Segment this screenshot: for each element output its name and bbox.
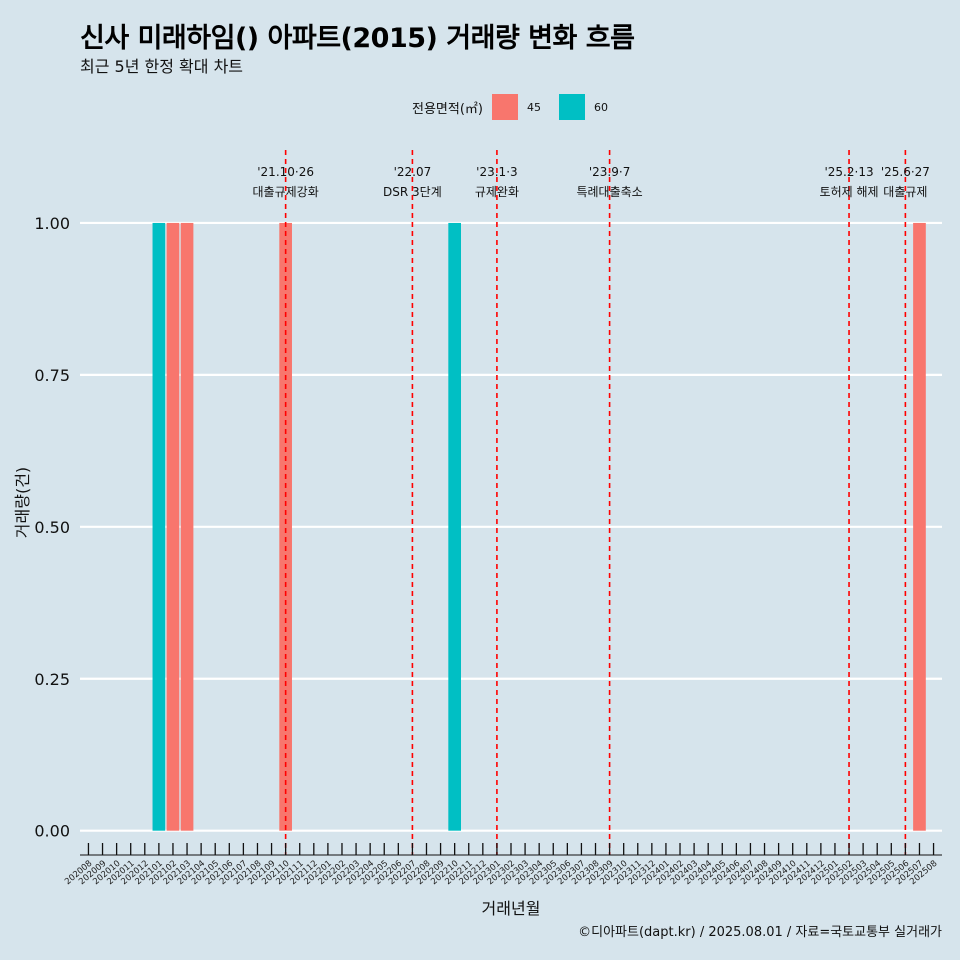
event-label-text: 토허제 해제 xyxy=(820,185,879,199)
event-label-text: 규제완화 xyxy=(475,185,519,199)
legend-title: 전용면적(㎡) xyxy=(412,101,483,117)
source-caption: ©디아파트(dapt.kr) / 2025.08.01 / 자료=국토교통부 실… xyxy=(578,925,942,940)
y-axis-title: 거래량(건) xyxy=(13,467,32,538)
chart-subtitle: 최근 5년 한정 확대 차트 xyxy=(80,57,244,76)
legend-swatch-45 xyxy=(491,94,518,120)
y-tick-label: 1.00 xyxy=(34,214,70,233)
y-tick-label: 0.50 xyxy=(34,518,70,537)
legend-label-45: 45 xyxy=(526,100,541,114)
legend-swatch-60 xyxy=(558,94,585,120)
bar xyxy=(180,222,194,831)
chart-title: 신사 미래하임() 아파트(2015) 거래량 변화 흐름 xyxy=(80,23,635,54)
legend: 전용면적(㎡) 45 60 xyxy=(412,93,626,121)
y-tick-label: 0.25 xyxy=(34,670,70,689)
event-label-text: 대출규제 xyxy=(883,185,927,199)
bar xyxy=(166,222,180,831)
bar xyxy=(913,222,926,831)
legend-label-60: 60 xyxy=(593,100,608,114)
bar xyxy=(448,222,461,831)
x-axis-title: 거래년월 xyxy=(482,899,541,918)
event-label-date: '23.9·7 xyxy=(589,165,630,179)
event-label-text: 대출규제강화 xyxy=(253,185,319,199)
event-label-date: '22.07 xyxy=(394,165,432,179)
event-label-date: '25.2·13 xyxy=(824,165,873,179)
event-label-date: '21.10·26 xyxy=(257,165,314,179)
event-label-date: '23.1·3 xyxy=(476,165,517,179)
bar xyxy=(152,222,166,831)
bar xyxy=(279,222,292,831)
event-label-text: DSR 3단계 xyxy=(383,185,442,199)
event-label-date: '25.6·27 xyxy=(881,165,930,179)
y-tick-label: 0.75 xyxy=(34,366,70,385)
y-tick-label: 0.00 xyxy=(34,822,70,841)
event-label-text: 특례대출축소 xyxy=(576,185,642,199)
